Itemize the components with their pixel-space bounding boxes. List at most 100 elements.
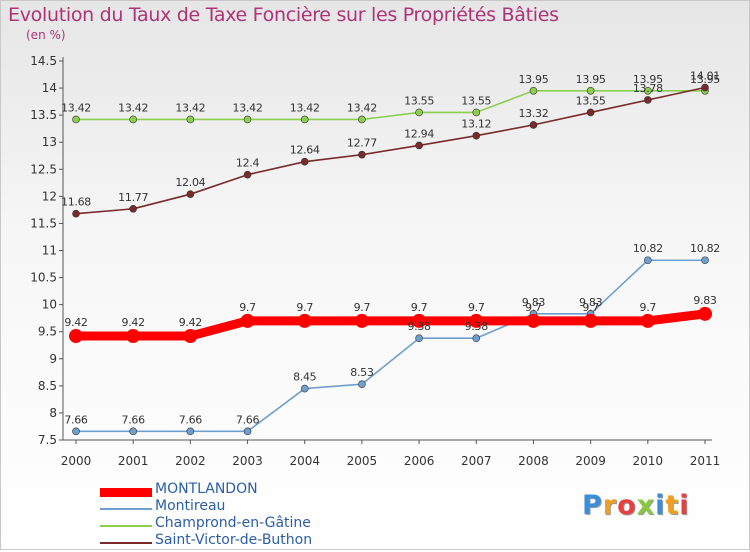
data-label: 9.7 — [354, 301, 371, 314]
data-label: 13.42 — [347, 101, 377, 114]
data-point — [644, 256, 652, 265]
legend-swatch — [100, 542, 152, 544]
x-tick-label: 2002 — [175, 454, 206, 468]
data-point — [243, 170, 252, 179]
logo-letter: o — [617, 490, 637, 521]
data-point — [240, 313, 255, 328]
y-axis-unit: (en %) — [26, 28, 66, 42]
y-tick-label: 11.5 — [30, 216, 57, 230]
y-tick-label: 8 — [49, 406, 57, 420]
data-label: 13.12 — [461, 118, 491, 131]
data-label: 9.7 — [582, 301, 599, 314]
legend-label: Montireau — [155, 498, 226, 514]
data-label: 8.45 — [293, 371, 317, 384]
data-point — [72, 427, 80, 436]
data-point — [126, 329, 141, 344]
data-point — [243, 427, 252, 436]
data-point — [297, 313, 312, 328]
data-point — [358, 380, 366, 389]
x-tick-label: 2004 — [289, 454, 320, 468]
data-label: 12.94 — [404, 127, 434, 140]
logo-letter: x — [636, 490, 656, 521]
data-point — [415, 141, 423, 150]
data-label: 13.95 — [690, 73, 720, 86]
data-label: 13.95 — [576, 73, 606, 86]
x-tick-label: 2008 — [518, 454, 549, 468]
x-tick-label: 2001 — [118, 454, 149, 468]
data-label: 9.83 — [579, 296, 603, 309]
y-tick-label: 10.5 — [30, 271, 57, 285]
data-label: 13.42 — [175, 101, 205, 114]
x-tick-label: 2005 — [347, 454, 378, 468]
data-point — [358, 150, 366, 159]
x-tick-label: 2010 — [633, 454, 664, 468]
legend-swatch — [100, 525, 152, 527]
data-point — [186, 427, 195, 436]
series-line — [75, 86, 706, 215]
data-label: 9.7 — [296, 301, 313, 314]
data-point — [69, 329, 83, 344]
data-label: 7.66 — [236, 413, 260, 426]
chart-title: Evolution du Taux de Taxe Foncière sur l… — [8, 4, 559, 26]
x-tick-label: 2006 — [404, 454, 435, 468]
logo-letter: i — [679, 490, 690, 521]
series-line — [76, 309, 706, 341]
data-label: 9.7 — [468, 301, 485, 314]
data-point — [472, 131, 481, 140]
data-point — [72, 209, 80, 218]
data-point — [644, 86, 652, 95]
data-label: 14.01 — [690, 70, 720, 83]
data-point — [129, 427, 137, 436]
y-tick-label: 14 — [42, 81, 57, 95]
data-label: 9.83 — [522, 296, 546, 309]
x-tick-label: 2003 — [232, 454, 263, 468]
legend-swatch — [100, 487, 152, 497]
x-tick-label: 2011 — [690, 454, 721, 468]
data-label: 13.42 — [61, 101, 91, 114]
data-point — [72, 115, 80, 124]
y-tick-label: 9.5 — [38, 325, 57, 339]
data-label: 13.95 — [518, 73, 548, 86]
y-tick-label: 12 — [42, 189, 57, 203]
data-point — [472, 108, 481, 117]
data-point — [640, 313, 655, 328]
legend-label: Champrond-en-Gâtine — [155, 515, 311, 531]
data-point — [183, 329, 198, 344]
legend-swatch — [100, 508, 152, 510]
data-point — [300, 384, 309, 393]
y-tick-label: 10 — [42, 298, 57, 312]
data-label: 9.42 — [179, 316, 202, 329]
y-tick-label: 12.5 — [30, 162, 57, 176]
x-tick-label: 2009 — [575, 454, 606, 468]
data-label: 13.95 — [633, 73, 663, 86]
data-label: 12.64 — [290, 144, 320, 157]
data-label: 13.78 — [633, 82, 663, 95]
data-label: 9.7 — [411, 301, 428, 314]
data-label: 13.55 — [461, 94, 491, 107]
proxiti-logo: Proxiti — [582, 490, 690, 521]
data-label: 13.42 — [290, 101, 320, 114]
data-label: 11.77 — [118, 191, 148, 204]
data-point — [701, 83, 709, 92]
data-label: 9.38 — [465, 320, 489, 333]
y-tick-label: 14.5 — [30, 54, 57, 68]
data-label: 13.42 — [118, 101, 148, 114]
data-point — [529, 86, 538, 95]
data-label: 8.53 — [350, 366, 374, 379]
data-label: 9.42 — [64, 316, 87, 329]
logo-letter: t — [665, 490, 680, 521]
data-label: 11.68 — [61, 196, 91, 209]
data-label: 12.77 — [347, 137, 377, 150]
logo-letter: i — [655, 490, 666, 521]
data-point — [644, 96, 652, 104]
data-point — [529, 121, 538, 129]
data-point — [358, 115, 366, 124]
data-label: 13.55 — [576, 94, 606, 107]
data-label: 7.66 — [179, 413, 203, 426]
data-point — [243, 115, 252, 124]
series-line — [76, 89, 705, 121]
y-tick-label: 13.5 — [30, 108, 57, 122]
data-label: 9.7 — [640, 301, 657, 314]
